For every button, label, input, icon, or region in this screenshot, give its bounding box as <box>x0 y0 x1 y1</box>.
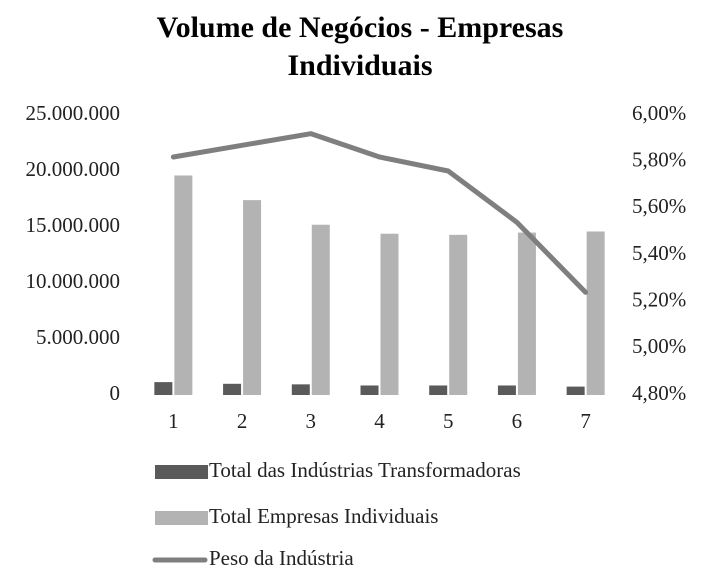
x-tick-label: 2 <box>237 409 248 433</box>
y2-tick-label: 5,00% <box>632 334 686 358</box>
y-tick-label: 5.000.000 <box>36 325 120 349</box>
bar <box>154 382 173 395</box>
y-tick-label: 15.000.000 <box>26 213 121 237</box>
legend-swatch <box>155 511 208 525</box>
x-tick-label: 1 <box>168 409 179 433</box>
legend-label: Peso da Indústria <box>209 546 354 569</box>
x-tick-label: 3 <box>306 409 317 433</box>
bar <box>566 386 585 395</box>
y2-tick-label: 5,40% <box>632 241 686 265</box>
y2-tick-label: 4,80% <box>632 381 686 405</box>
bar <box>243 200 262 395</box>
bar <box>429 385 448 395</box>
y-tick-label: 25.000.000 <box>26 101 121 125</box>
line <box>170 131 589 295</box>
x-tick-label: 4 <box>374 409 385 433</box>
y2-tick-label: 5,60% <box>632 194 686 218</box>
legend-label: Total Empresas Individuais <box>209 504 438 528</box>
bar <box>380 233 399 395</box>
bar <box>174 175 193 395</box>
legend-swatch <box>155 465 208 479</box>
bar <box>311 224 330 395</box>
bar <box>449 234 468 395</box>
y-tick-label: 0 <box>110 381 121 405</box>
bar <box>586 231 605 395</box>
legend-label: Total das Indústrias Transformadoras <box>209 458 521 482</box>
bar <box>360 385 379 395</box>
bar <box>497 385 516 395</box>
y-tick-label: 20.000.000 <box>26 157 121 181</box>
y-tick-label: 10.000.000 <box>26 269 121 293</box>
y2-tick-label: 6,00% <box>632 101 686 125</box>
chart-title: Volume de Negócios - Empresas <box>157 11 564 44</box>
x-tick-label: 5 <box>443 409 454 433</box>
bar <box>291 384 310 395</box>
bar <box>517 232 536 395</box>
chart-title: Individuais <box>287 49 432 82</box>
bar <box>223 383 242 395</box>
x-tick-label: 7 <box>580 409 591 433</box>
x-tick-label: 6 <box>512 409 523 433</box>
y2-tick-label: 5,80% <box>632 147 686 171</box>
y2-tick-label: 5,20% <box>632 287 686 311</box>
